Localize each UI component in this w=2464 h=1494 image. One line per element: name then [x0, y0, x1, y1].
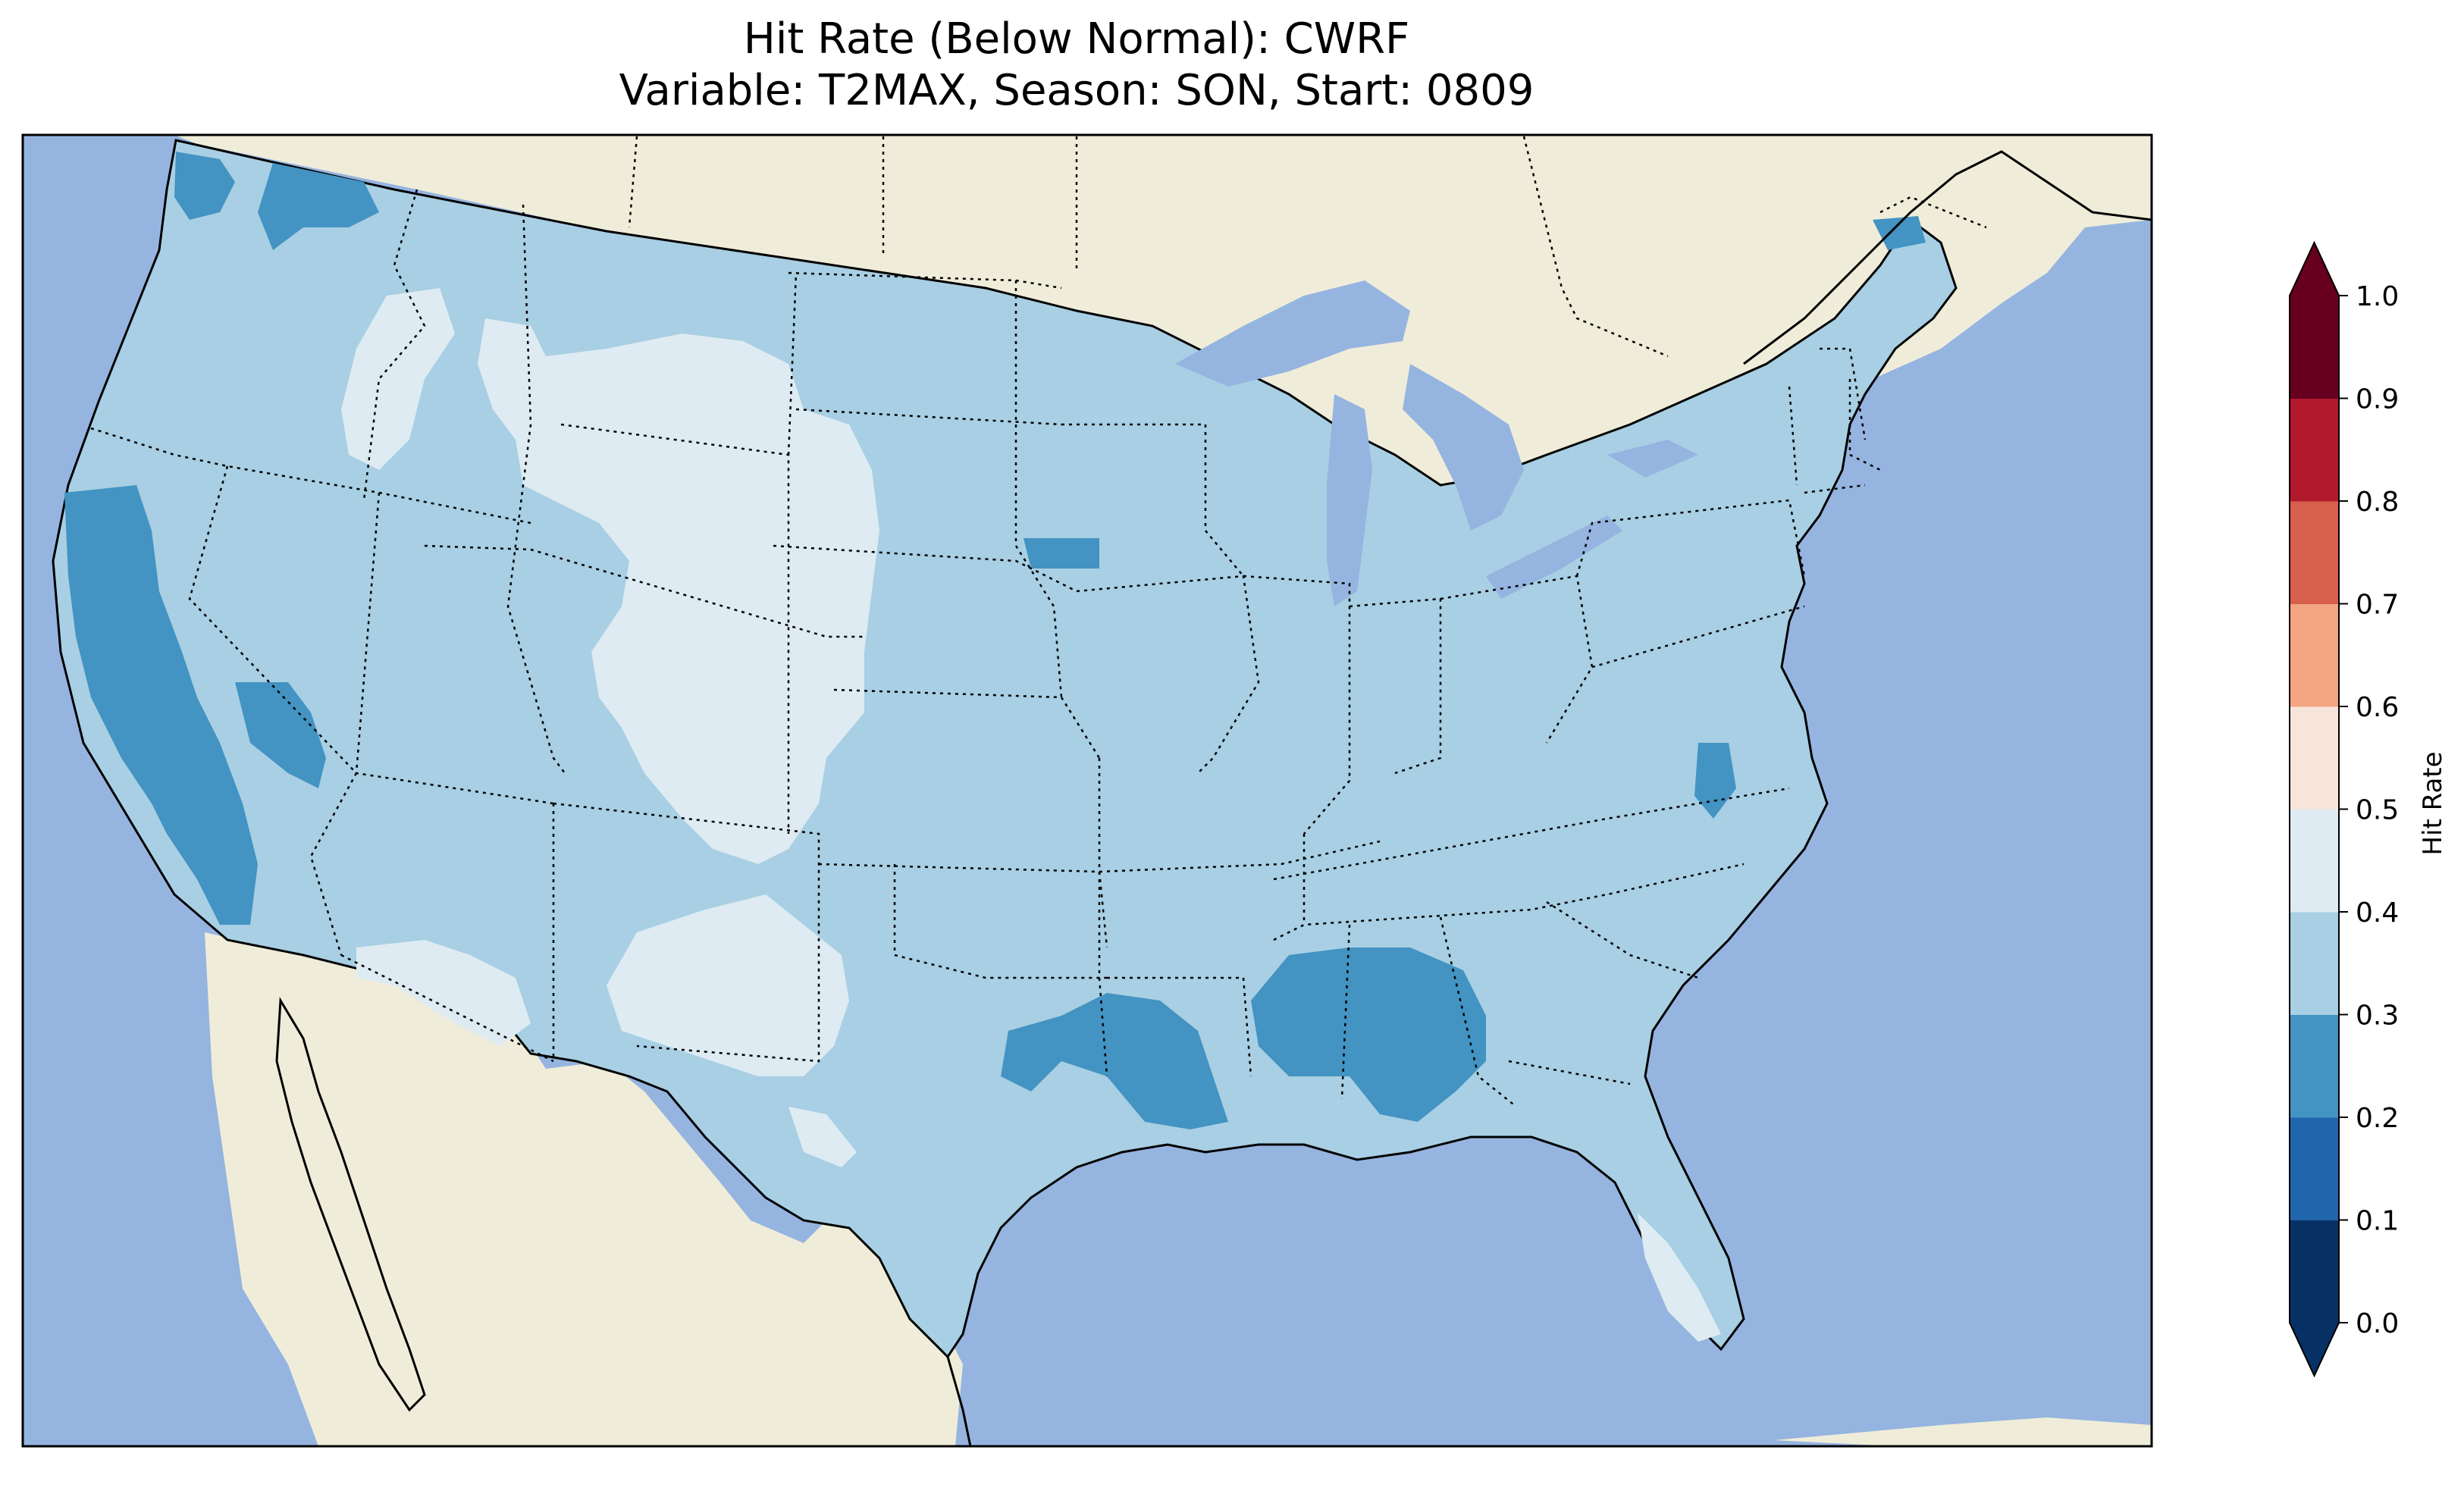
region-south-dakota [1024, 538, 1099, 568]
lake-superior [1175, 280, 1410, 387]
region-washington-coast [174, 152, 235, 220]
region-virginia [1694, 743, 1736, 819]
colorbar-bin-0.3-0.4 [2290, 912, 2339, 1015]
region-texas-light [788, 1107, 857, 1167]
colorbar-tick-label: 0.4 [2356, 897, 2399, 929]
colorbar-tick-label: 0.2 [2356, 1103, 2399, 1134]
colorbar-tick-label: 0.5 [2356, 795, 2399, 826]
colorbar-bin-0.4-0.5 [2290, 809, 2339, 913]
colorbar-extend-min [2290, 1323, 2339, 1376]
region-florida-light [1638, 1213, 1721, 1342]
hit-rate-0-2-0-3-regions [64, 152, 1926, 1129]
map-frame [21, 133, 2153, 1448]
state-borders [90, 189, 1881, 1107]
region-maine [1873, 216, 1926, 250]
colorbar-tick-label: 1.0 [2356, 281, 2399, 312]
international-borders [628, 136, 1987, 358]
great-lakes [1175, 280, 1698, 606]
map-title: Hit Rate (Below Normal): CWRF Variable: … [0, 14, 2153, 117]
region-idaho-light [341, 288, 455, 470]
colorbar-tick-label: 0.9 [2356, 384, 2399, 415]
colorbar-tick-label: 0.6 [2356, 692, 2399, 723]
colorbar-tick-label: 0.0 [2356, 1308, 2399, 1339]
region-south-central [1251, 947, 1486, 1122]
colorbar-bin-0.0-0.1 [2290, 1220, 2339, 1323]
colorbar-tick-label: 0.7 [2356, 590, 2399, 621]
colorbar-bin-0.8-0.9 [2290, 398, 2339, 502]
hit-rate-0-4-0-5-regions [341, 288, 1721, 1342]
colorbar-label: Hit Rate [2418, 751, 2448, 855]
colorbar-tick-label: 0.3 [2356, 1001, 2399, 1032]
caribbean-land [1774, 1417, 2152, 1446]
colorbar-bin-0.9-1.0 [2290, 296, 2339, 399]
lake-michigan [1327, 394, 1372, 606]
lake-ontario [1607, 440, 1698, 478]
lake-erie [1486, 515, 1622, 599]
colorbar-bin-0.5-0.6 [2290, 706, 2339, 810]
region-newmexico-light [607, 894, 849, 1076]
colorbar-tick-label: 0.8 [2356, 487, 2399, 518]
baja-peninsula [275, 997, 426, 1412]
colorbar-bin-0.2-0.3 [2290, 1014, 2339, 1118]
title-line-1: Hit Rate (Below Normal): CWRF [743, 14, 1410, 64]
gulf-coast-mexico [946, 1356, 972, 1446]
lake-huron [1403, 364, 1524, 531]
region-nevada [235, 682, 326, 788]
atlantic-coast-canada [1743, 150, 2152, 365]
region-interior-west-light [478, 318, 879, 864]
region-washington-inland [258, 163, 379, 250]
region-southwest-light [356, 940, 531, 1046]
region-oklahoma-texas [1001, 993, 1228, 1129]
colorbar-bin-0.1-0.2 [2290, 1117, 2339, 1220]
title-line-2: Variable: T2MAX, Season: SON, Start: 080… [619, 66, 1535, 115]
colorbar-extend-max [2290, 243, 2339, 296]
region-california-coast [64, 485, 258, 925]
colorbar-bin-0.7-0.8 [2290, 501, 2339, 604]
colorbar-bin-0.6-0.7 [2290, 603, 2339, 707]
colorbar-tick-label: 0.1 [2356, 1206, 2399, 1237]
